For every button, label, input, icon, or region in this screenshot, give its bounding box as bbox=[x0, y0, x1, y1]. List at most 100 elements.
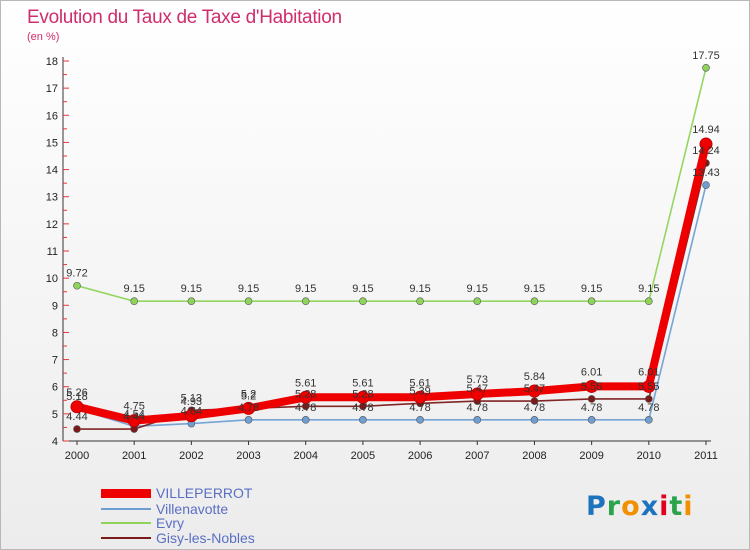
legend-swatch-villenavotte bbox=[101, 508, 151, 510]
x-tick-label: 2009 bbox=[579, 450, 603, 462]
data-label-villeperrot: 5.61 bbox=[409, 377, 430, 389]
data-point-evry bbox=[645, 297, 653, 306]
legend-entry-gisy-les-nobles[interactable]: Gisy-les-Nobles bbox=[101, 530, 255, 546]
data-point-villeperrot bbox=[699, 137, 713, 151]
x-tick-label: 2004 bbox=[293, 450, 317, 462]
axes: 4 5 6 7 8 9 10 11 12 13 14 15 16 17 18 2000 2001 2002 2003… bbox=[46, 56, 718, 462]
data-label-gisy-les-nobles: 5.13 bbox=[181, 392, 202, 404]
data-label-villenavotte: 4.78 bbox=[467, 402, 488, 414]
y-tick-label: 9 bbox=[52, 300, 58, 312]
legend-label-villeperrot: VILLEPERROT bbox=[156, 485, 253, 501]
legend-entry-evry[interactable]: Evry bbox=[101, 515, 184, 531]
legend-label-gisy-les-nobles: Gisy-les-Nobles bbox=[156, 530, 255, 546]
data-label-villeperrot: 4.93 bbox=[181, 396, 202, 408]
x-tick-label: 2002 bbox=[179, 450, 203, 462]
data-label-villeperrot: 14.94 bbox=[692, 124, 720, 136]
x-tick-label: 2008 bbox=[522, 450, 546, 462]
x-tick-label: 2003 bbox=[236, 450, 260, 462]
data-label-villenavotte: 4.78 bbox=[638, 402, 659, 414]
legend-entry-villenavotte[interactable]: Villenavotte bbox=[101, 501, 228, 517]
logo-letter: t bbox=[669, 491, 684, 522]
legend-label-villenavotte: Villenavotte bbox=[156, 501, 229, 517]
y-tick-label: 18 bbox=[46, 56, 58, 68]
data-label-evry: 9.15 bbox=[352, 283, 373, 295]
y-tick-label: 6 bbox=[52, 382, 58, 394]
data-label-villeperrot: 5.26 bbox=[66, 387, 87, 399]
data-point-gisy-les-nobles bbox=[73, 425, 81, 433]
data-label-villeperrot: 5.84 bbox=[524, 371, 545, 383]
series-line-villenavotte bbox=[76, 184, 707, 428]
legend-swatch-villeperrot bbox=[101, 488, 151, 498]
data-point-gisy-les-nobles bbox=[645, 395, 653, 403]
data-label-villenavotte: 4.78 bbox=[581, 402, 602, 414]
logo-letter: r bbox=[606, 491, 622, 522]
logo-letter: P bbox=[586, 491, 607, 522]
data-label-evry: 9.15 bbox=[295, 283, 316, 295]
data-point-villeperrot bbox=[413, 390, 427, 404]
y-axis-unit-label: (en %) bbox=[27, 31, 60, 43]
data-point-villeperrot bbox=[127, 414, 141, 428]
data-label-villenavotte: 4.78 bbox=[409, 402, 430, 414]
y-tick-label: 14 bbox=[46, 165, 58, 177]
y-tick-label: 15 bbox=[46, 137, 58, 149]
y-tick-label: 8 bbox=[52, 327, 58, 339]
data-point-villeperrot bbox=[585, 379, 599, 393]
data-label-gisy-les-nobles: 5.47 bbox=[524, 383, 545, 395]
series-line-villeperrot bbox=[73, 140, 710, 425]
data-label-evry: 17.75 bbox=[692, 50, 720, 62]
data-label-villeperrot: 6.01 bbox=[638, 366, 659, 378]
data-label-gisy-les-nobles: 5.39 bbox=[409, 385, 430, 397]
data-point-villeperrot bbox=[299, 390, 313, 404]
data-point-villeperrot bbox=[70, 400, 84, 414]
y-tick-label: 17 bbox=[46, 83, 58, 95]
x-tick-label: 2006 bbox=[408, 450, 432, 462]
proxiti-logo: Proxiti bbox=[586, 491, 694, 522]
data-point-villenavotte bbox=[359, 416, 367, 424]
legend-entry-villeperrot[interactable]: VILLEPERROT bbox=[101, 485, 252, 501]
x-tick-label: 2005 bbox=[351, 450, 375, 462]
data-point-evry bbox=[416, 297, 424, 306]
x-tick-label: 2007 bbox=[465, 450, 489, 462]
y-tick-label: 12 bbox=[46, 219, 58, 231]
data-point-villenavotte bbox=[244, 416, 253, 424]
legend-swatch-evry bbox=[101, 522, 151, 524]
data-label-evry: 9.15 bbox=[581, 283, 602, 295]
data-label-evry: 9.15 bbox=[524, 283, 545, 295]
data-label-gisy-les-nobles: 4.44 bbox=[66, 411, 87, 423]
data-label-villeperrot: 5.73 bbox=[467, 374, 488, 386]
data-label-villenavotte: 4.54 bbox=[123, 408, 144, 420]
x-tick-label: 2010 bbox=[637, 450, 661, 462]
data-point-villeperrot bbox=[184, 409, 198, 423]
data-label-gisy-les-nobles: 5.28 bbox=[295, 388, 316, 400]
data-point-villeperrot bbox=[470, 387, 484, 401]
data-label-gisy-les-nobles: 5.55 bbox=[581, 381, 602, 393]
logo-letter: o bbox=[621, 491, 641, 522]
data-point-villenavotte bbox=[587, 416, 596, 424]
data-label-evry: 9.15 bbox=[409, 283, 430, 295]
logo-letter: i bbox=[659, 491, 670, 522]
data-point-villenavotte bbox=[473, 416, 482, 424]
data-point-evry bbox=[473, 297, 482, 306]
data-point-villeperrot bbox=[242, 401, 256, 415]
series-line-evry bbox=[76, 67, 707, 303]
legend-label-evry: Evry bbox=[156, 515, 184, 531]
logo-letter: x bbox=[640, 491, 660, 522]
y-tick-label: 10 bbox=[46, 273, 58, 285]
data-point-villeperrot bbox=[642, 379, 656, 393]
x-tick-label: 2001 bbox=[122, 450, 146, 462]
data-point-villenavotte bbox=[416, 416, 424, 424]
data-label-villeperrot: 5.2 bbox=[241, 388, 256, 400]
data-label-villeperrot: 5.61 bbox=[295, 377, 316, 389]
y-tick-label: 16 bbox=[46, 110, 58, 122]
data-point-villenavotte bbox=[530, 416, 539, 424]
data-label-villenavotte: 4.64 bbox=[181, 406, 202, 418]
legend-swatch-gisy-les-nobles bbox=[101, 537, 151, 539]
y-tick-label: 13 bbox=[46, 192, 58, 204]
data-label-gisy-les-nobles: 5.28 bbox=[352, 388, 373, 400]
data-label-gisy-les-nobles: 5.55 bbox=[638, 381, 659, 393]
data-label-villenavotte: 13.43 bbox=[692, 167, 720, 179]
data-point-evry bbox=[187, 297, 196, 306]
data-label-evry: 9.15 bbox=[238, 283, 259, 295]
data-point-villenavotte bbox=[301, 416, 310, 424]
